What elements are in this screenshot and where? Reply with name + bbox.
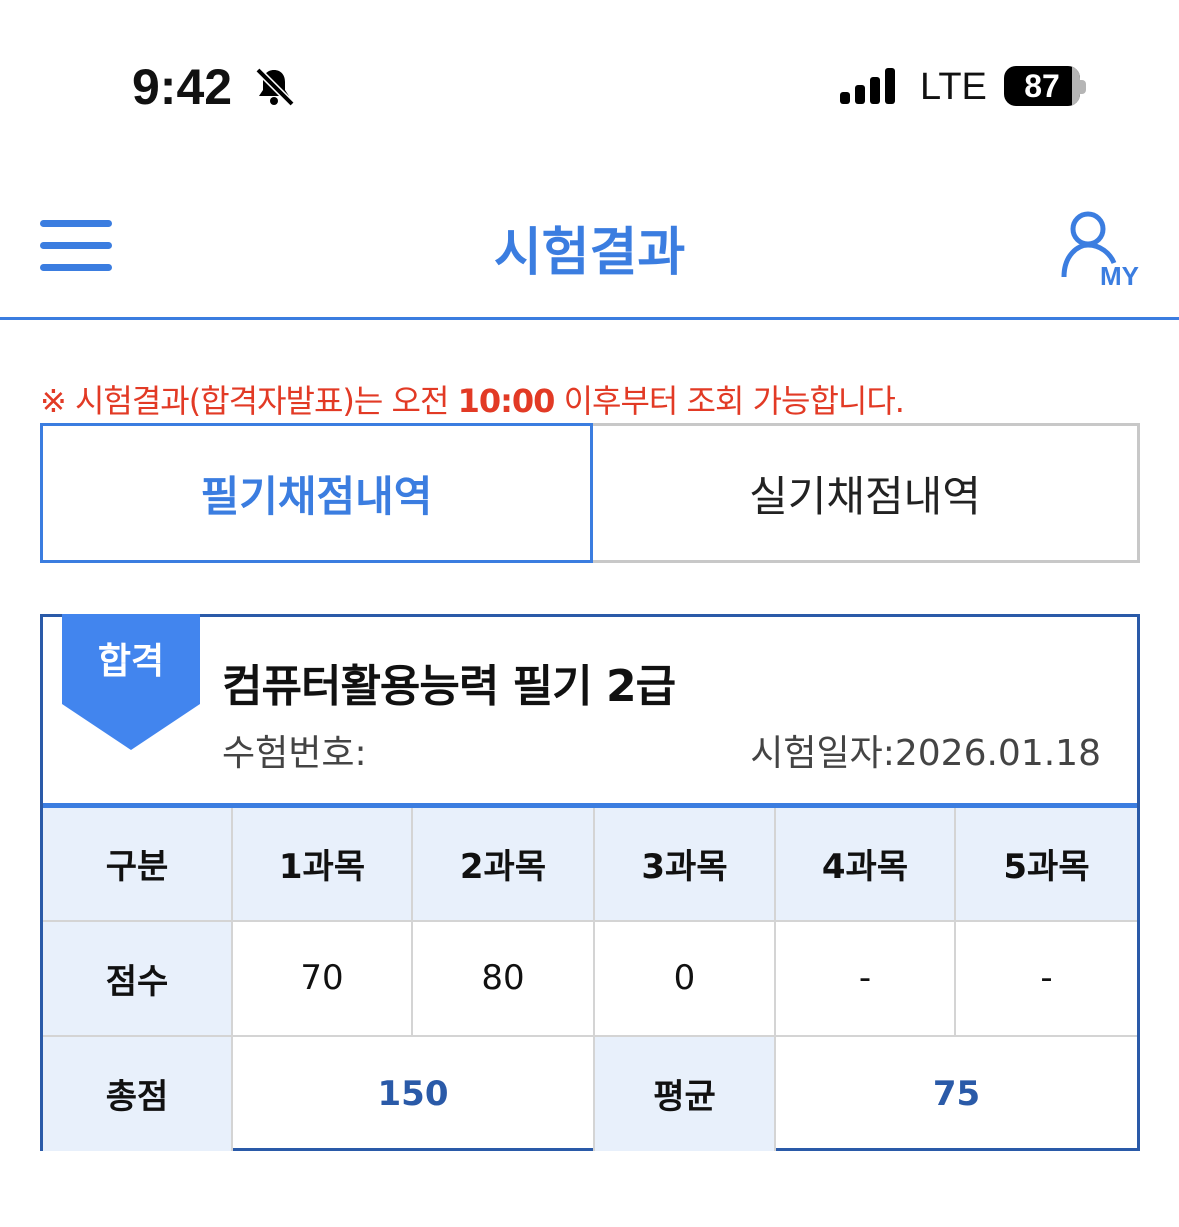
signal-icon bbox=[840, 68, 895, 104]
exam-date: 시험일자:2026.01.18 bbox=[750, 733, 1101, 774]
table-row: 점수 70 80 0 - - bbox=[43, 919, 1137, 1037]
average-label: 평균 bbox=[593, 1034, 776, 1151]
my-label: MY bbox=[1100, 261, 1139, 290]
page-title: 시험결과 bbox=[493, 223, 686, 283]
notice-time: 10:00 bbox=[457, 382, 556, 420]
notice-prefix: ※ 시험결과(합격자발표)는 오전 bbox=[40, 382, 458, 420]
total-label: 총점 bbox=[43, 1034, 233, 1151]
exam-number: 수험번호: bbox=[222, 733, 367, 774]
header-cell: 5과목 bbox=[954, 804, 1137, 922]
tab-written[interactable]: 필기채점내역 bbox=[40, 423, 593, 563]
bell-slash-icon bbox=[255, 67, 295, 107]
notice-text: ※ 시험결과(합격자발표)는 오전 10:00 이후부터 조회 가능합니다. bbox=[40, 376, 905, 422]
pass-badge-label: 합격 bbox=[97, 641, 165, 682]
status-time: 9:42 bbox=[132, 59, 233, 115]
exam-name: 컴퓨터활용능력 필기 2급 bbox=[222, 661, 676, 712]
pass-badge bbox=[62, 614, 200, 750]
score-cell: - bbox=[954, 919, 1137, 1037]
total-value: 150 bbox=[231, 1034, 595, 1151]
battery-nub bbox=[1080, 80, 1086, 94]
header-cell: 2과목 bbox=[411, 804, 595, 922]
score-cell: - bbox=[774, 919, 956, 1037]
user-icon[interactable]: MY bbox=[1058, 205, 1148, 290]
battery-icon: 87 bbox=[1004, 66, 1080, 106]
score-cell: 70 bbox=[231, 919, 413, 1037]
menu-icon[interactable] bbox=[40, 220, 112, 272]
header-cell: 4과목 bbox=[774, 804, 956, 922]
table-header-row: 구분 1과목 2과목 3과목 4과목 5과목 bbox=[43, 804, 1137, 922]
score-label: 점수 bbox=[43, 919, 233, 1037]
header-cell: 구분 bbox=[43, 804, 233, 922]
score-cell: 80 bbox=[411, 919, 595, 1037]
average-value: 75 bbox=[774, 1034, 1137, 1151]
tab-practical[interactable]: 실기채점내역 bbox=[593, 423, 1140, 563]
battery-level: 87 bbox=[1024, 68, 1060, 104]
header-cell: 1과목 bbox=[231, 804, 413, 922]
score-cell: 0 bbox=[593, 919, 776, 1037]
header-cell: 3과목 bbox=[593, 804, 776, 922]
score-table: 구분 1과목 2과목 3과목 4과목 5과목 점수 70 80 0 - - 총점… bbox=[43, 803, 1137, 1151]
network-type: LTE bbox=[920, 66, 987, 108]
header-divider bbox=[0, 317, 1179, 320]
table-row: 총점 150 평균 75 bbox=[43, 1034, 1137, 1151]
notice-suffix: 이후부터 조회 가능합니다. bbox=[554, 382, 905, 420]
